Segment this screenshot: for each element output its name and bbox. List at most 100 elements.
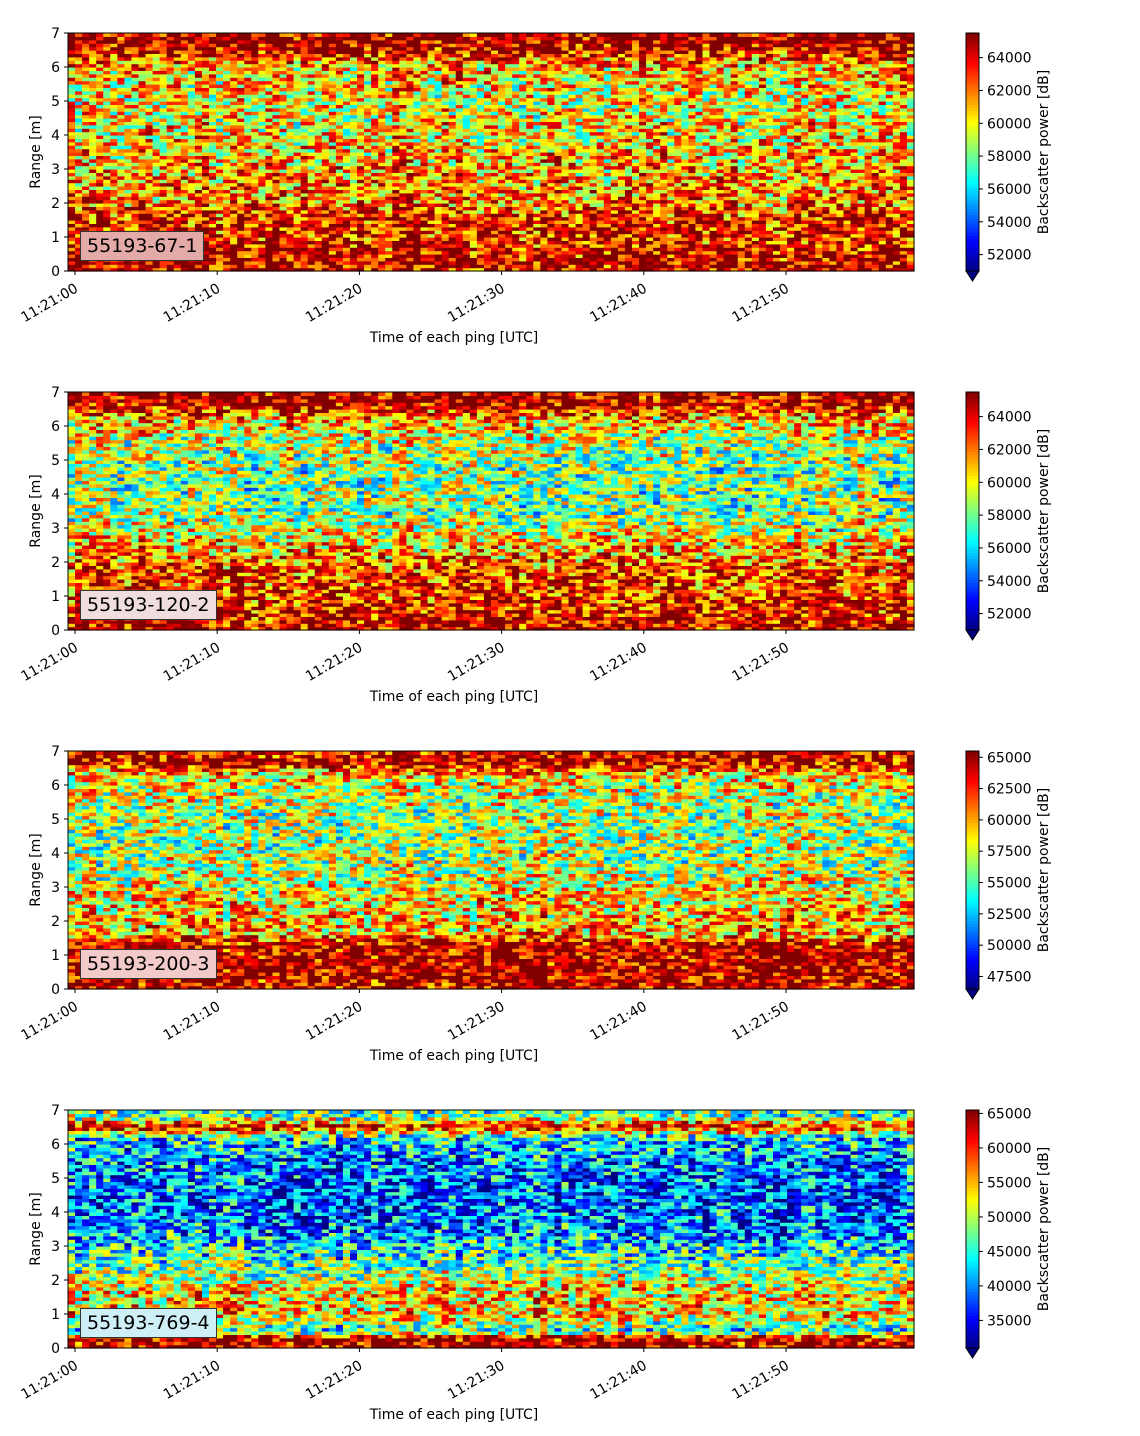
heatmap-cell: [519, 165, 527, 170]
heatmap-cell: [307, 250, 316, 255]
heatmap-cell: [152, 141, 161, 146]
heatmap-cell: [547, 264, 556, 269]
heatmap-cell: [357, 175, 365, 180]
heatmap-cell: [96, 90, 104, 95]
heatmap-cell: [286, 152, 295, 156]
heatmap-cell: [540, 192, 548, 197]
heatmap-cell: [406, 243, 415, 248]
heatmap-cell: [420, 141, 429, 146]
heatmap-cell: [413, 118, 422, 122]
heatmap-cell: [540, 39, 548, 44]
heatmap-cell: [244, 257, 252, 262]
heatmap-cell: [68, 257, 76, 262]
heatmap-cell: [476, 155, 485, 160]
heatmap-cell: [194, 56, 203, 61]
heatmap-cell: [561, 63, 570, 68]
heatmap-cell: [194, 43, 203, 48]
heatmap-cell: [420, 148, 429, 153]
heatmap-cell: [455, 182, 464, 187]
heatmap-cell: [512, 67, 520, 71]
heatmap-cell: [180, 182, 189, 187]
heatmap-cell: [561, 182, 570, 187]
heatmap-cell: [469, 138, 478, 143]
heatmap-cell: [335, 175, 344, 180]
heatmap-cell: [342, 101, 351, 105]
heatmap-cell: [96, 33, 104, 37]
heatmap-cell: [314, 162, 323, 167]
heatmap-cell: [335, 63, 344, 68]
heatmap-cell: [561, 223, 570, 228]
heatmap-cell: [448, 148, 457, 153]
heatmap-cell: [491, 196, 499, 201]
heatmap-cell: [357, 206, 365, 211]
heatmap-cell: [279, 118, 288, 122]
heatmap-cell: [371, 67, 379, 71]
heatmap-cell: [328, 39, 337, 44]
heatmap-cell: [173, 220, 182, 224]
heatmap-cell: [462, 257, 471, 262]
heatmap-cell: [258, 247, 266, 252]
heatmap-cell: [82, 172, 90, 177]
heatmap-cell: [258, 124, 266, 129]
heatmap-cell: [483, 216, 492, 221]
heatmap-cell: [244, 230, 252, 235]
heatmap-cell: [462, 182, 471, 187]
heatmap-cell: [117, 169, 125, 173]
heatmap-cell: [483, 53, 492, 58]
heatmap-cell: [364, 114, 372, 119]
heatmap-cell: [237, 43, 245, 48]
heatmap-cell: [321, 264, 330, 269]
heatmap-cell: [540, 213, 548, 218]
heatmap-cell: [314, 128, 323, 133]
heatmap-cell: [455, 87, 464, 92]
heatmap-cell: [498, 56, 506, 61]
heatmap-cell: [131, 196, 140, 201]
heatmap-cell: [180, 94, 189, 99]
heatmap-cell: [223, 53, 231, 58]
heatmap-cell: [216, 247, 224, 252]
heatmap-cell: [272, 33, 281, 37]
heatmap-cell: [265, 63, 274, 68]
heatmap-cell: [166, 206, 175, 211]
heatmap-cell: [223, 250, 231, 255]
heatmap-cell: [540, 135, 548, 139]
heatmap-cell: [328, 104, 337, 109]
heatmap-cell: [173, 43, 182, 48]
heatmap-cell: [455, 121, 464, 126]
heatmap-cell: [314, 107, 323, 112]
heatmap-cell: [223, 73, 231, 78]
heatmap-cell: [498, 138, 506, 143]
heatmap-cell: [159, 63, 168, 68]
heatmap-cell: [469, 243, 478, 248]
heatmap-cell: [103, 33, 111, 37]
heatmap-cell: [498, 46, 506, 51]
heatmap-cell: [519, 87, 527, 92]
heatmap-cell: [462, 179, 471, 184]
heatmap-cell: [526, 128, 534, 133]
heatmap-cell: [279, 216, 288, 221]
heatmap-cell: [201, 111, 210, 116]
heatmap-cell: [180, 43, 189, 48]
heatmap-cell: [335, 67, 344, 71]
heatmap-cell: [82, 209, 90, 214]
heatmap-cell: [462, 60, 471, 65]
heatmap-cell: [335, 203, 344, 207]
heatmap-cell: [406, 226, 415, 231]
heatmap-cell: [406, 203, 415, 207]
heatmap-cell: [469, 162, 478, 167]
heatmap-cell: [173, 189, 182, 194]
heatmap-cell: [364, 264, 372, 269]
heatmap-cell: [89, 33, 97, 37]
heatmap-cell: [462, 101, 471, 105]
heatmap-cell: [561, 148, 570, 153]
heatmap-cell: [216, 145, 224, 150]
heatmap-cell: [159, 158, 168, 163]
heatmap-cell: [286, 220, 295, 224]
heatmap-cell: [138, 131, 147, 136]
heatmap-cell: [96, 226, 104, 231]
heatmap-cell: [498, 257, 506, 262]
heatmap-cell: [286, 182, 295, 187]
heatmap-cell: [180, 179, 189, 184]
heatmap-cell: [258, 46, 266, 51]
heatmap-cell: [166, 128, 175, 133]
